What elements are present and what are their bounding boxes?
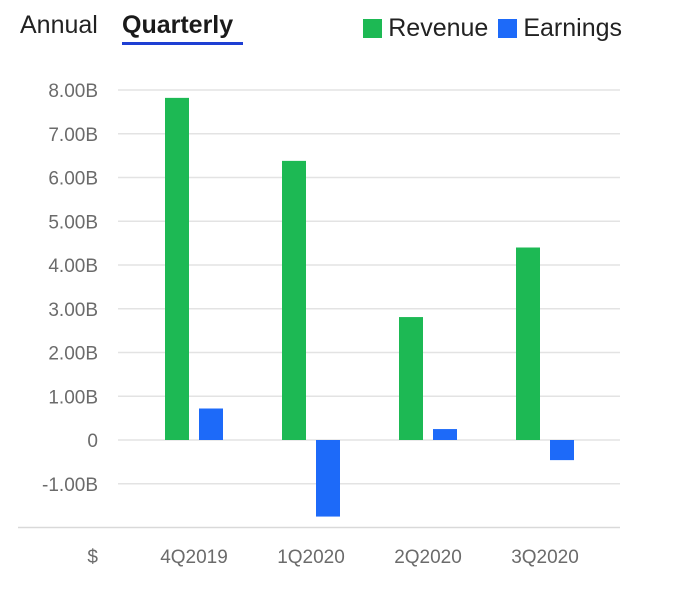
bar-revenue-2q2020[interactable]	[399, 317, 423, 440]
active-tab-underline	[122, 42, 243, 45]
chart-legend: Revenue Earnings	[353, 13, 622, 43]
bar-revenue-3q2020[interactable]	[516, 247, 540, 441]
legend-swatch-earnings	[498, 18, 518, 38]
legend-swatch-revenue	[363, 18, 383, 38]
y-tick-label: 0	[87, 431, 98, 452]
tab-annual[interactable]: Annual	[20, 11, 98, 39]
y-tick-label: 7.00B	[48, 125, 98, 146]
bar-earnings-3q2020[interactable]	[550, 440, 574, 461]
x-tick-label: 2Q2020	[394, 547, 462, 568]
bar-revenue-1q2020[interactable]	[282, 160, 306, 440]
legend-item-earnings[interactable]: Earnings	[498, 13, 622, 43]
x-tick-label: 4Q2019	[160, 547, 228, 568]
bar-earnings-1q2020[interactable]	[316, 440, 340, 517]
y-tick-label: 4.00B	[48, 256, 98, 277]
x-tick-label: 1Q2020	[277, 547, 345, 568]
legend-item-revenue[interactable]: Revenue	[363, 13, 488, 43]
bar-revenue-4q2019[interactable]	[165, 97, 189, 440]
y-tick-label: 1.00B	[48, 387, 98, 408]
y-tick-label: 3.00B	[48, 300, 98, 321]
y-tick-label: 2.00B	[48, 344, 98, 365]
tab-quarterly[interactable]: Quarterly	[122, 11, 234, 39]
bar-earnings-2q2020[interactable]	[433, 429, 457, 440]
legend-label-revenue: Revenue	[388, 14, 489, 42]
y-tick-label: 6.00B	[48, 169, 98, 190]
y-tick-label: 8.00B	[48, 81, 98, 102]
y-tick-label: 5.00B	[48, 212, 98, 233]
currency-label: $	[87, 547, 98, 568]
y-tick-label: -1.00B	[42, 475, 98, 496]
legend-label-earnings: Earnings	[523, 14, 622, 42]
bar-earnings-4q2019[interactable]	[199, 408, 223, 441]
x-tick-label: 3Q2020	[511, 547, 579, 568]
